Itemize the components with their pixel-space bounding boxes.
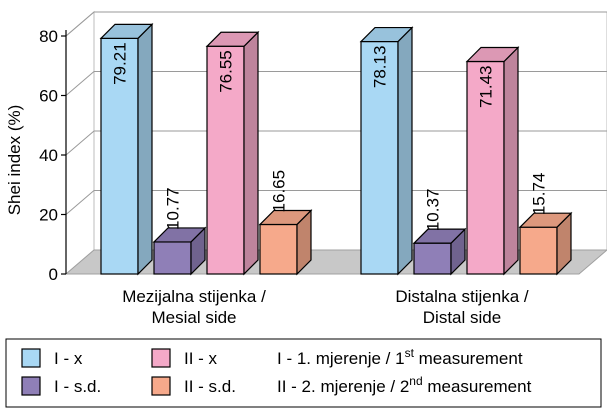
bar: 78.13 (359, 26, 414, 276)
gridlines (65, 11, 607, 215)
bar-front (259, 223, 298, 275)
bar-top (518, 212, 573, 228)
bar-value-label: 78.13 (371, 46, 390, 89)
legend-swatch (21, 348, 41, 368)
bar-front (466, 60, 505, 275)
category-label: Distalna stijenka / (395, 287, 529, 306)
legend-box (5, 338, 602, 408)
legend: I - x I - s.d. II - x II - s.d. I - 1. mjere… (5, 338, 602, 408)
legend-label: I - x (54, 349, 83, 368)
category-label: Distal side (423, 308, 501, 327)
category-label: Mesial side (151, 308, 236, 327)
legend-note: I - 1. mjerenje / 1st measurement (277, 346, 523, 368)
bar-value-label: 71.43 (477, 65, 496, 108)
bar-value-label: 76.55 (217, 50, 236, 93)
bar-top (359, 26, 414, 43)
bar-front (153, 241, 192, 275)
bar: 16.65 (258, 170, 313, 276)
bars: 79.21 78.13 10.77 10.37 76.55 71.43 16.65 15.74 (99, 22, 573, 276)
y-tick-label: 60 (39, 87, 58, 106)
legend-label: II - s.d. (184, 377, 236, 396)
bar-front (519, 226, 558, 275)
y-tick-label: 40 (39, 146, 58, 165)
bar-value-label: 79.21 (111, 42, 130, 85)
bar-side (503, 46, 519, 276)
y-axis-title: Shei index (%) (5, 105, 24, 216)
bar-value-label: 10.37 (424, 189, 443, 232)
y-tick-label: 20 (39, 206, 58, 225)
gridline (65, 11, 607, 37)
bar-side (397, 26, 413, 276)
legend-label: II - x (184, 349, 218, 368)
legend-swatch (151, 376, 171, 396)
category-label: Mezijalna stijenka / (122, 287, 266, 306)
bar: 76.55 (205, 30, 260, 276)
gridline (65, 190, 607, 215)
legend-swatch (21, 376, 41, 396)
bar-side (243, 30, 259, 276)
bar-top (412, 228, 467, 244)
gridline (65, 130, 607, 156)
bar-top (258, 209, 313, 226)
bar: 10.77 (152, 187, 207, 276)
bar: 15.74 (518, 173, 573, 276)
bar-value-label: 10.77 (164, 187, 183, 230)
y-axis: 0 20 40 60 80 (39, 27, 67, 284)
bar-value-label: 15.74 (530, 173, 549, 216)
y-tick-label: 80 (39, 27, 58, 46)
bar-top (465, 46, 520, 63)
bar: 71.43 (465, 46, 520, 276)
legend-swatch (151, 348, 171, 368)
bar-front (413, 242, 452, 275)
legend-note: II - 2. mjerenje / 2nd measurement (277, 374, 532, 396)
gridline (65, 71, 607, 96)
bar-value-label: 16.65 (270, 170, 289, 213)
bar-top (99, 23, 154, 39)
legend-label: I - s.d. (54, 377, 101, 396)
bar: 10.37 (412, 189, 467, 276)
x-axis-labels: Mezijalna stijenka / Mesial side Distalna … (122, 287, 529, 327)
bar-top (152, 227, 207, 243)
bar: 79.21 (99, 22, 154, 276)
bar-top (205, 31, 260, 47)
y-tick-label: 0 (49, 265, 58, 284)
bar-side (137, 22, 153, 276)
bar-front (360, 40, 399, 275)
